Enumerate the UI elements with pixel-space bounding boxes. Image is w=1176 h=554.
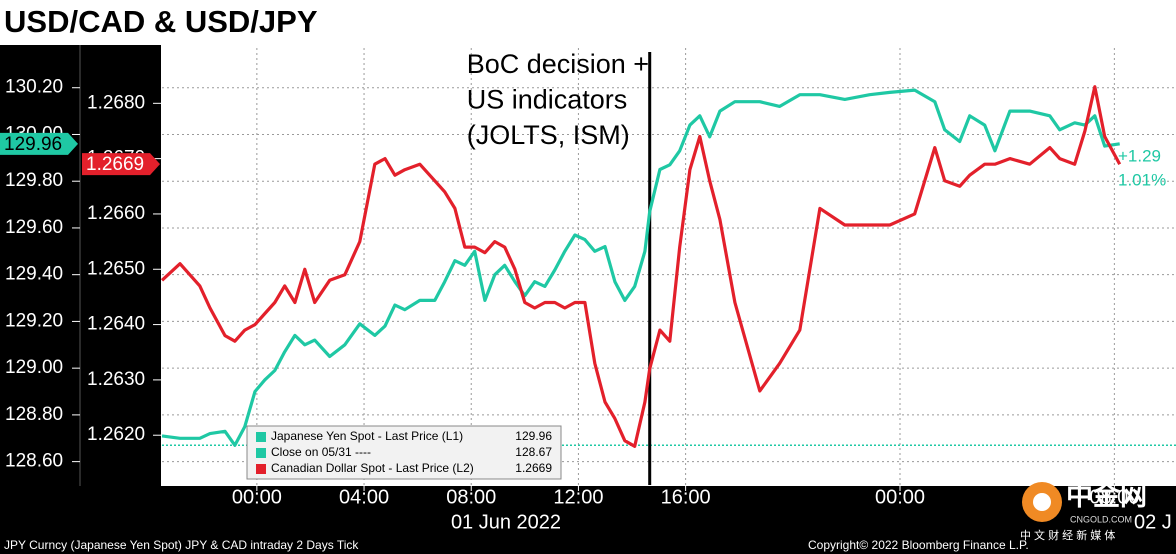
y2-tick-label: 1.2650 [87,258,145,279]
y2-tick-label: 1.2660 [87,203,145,224]
y2-tick-label: 1.2680 [87,92,145,113]
x-axis-panel [0,486,1176,554]
series-line [160,85,1122,448]
legend-value: 1.2669 [515,461,552,475]
legend-label: Japanese Yen Spot - Last Price (L1) [271,429,463,443]
annotation-text: US indicators [467,85,628,115]
legend-value: 128.67 [515,445,552,459]
y-tick-label: 130.20 [5,77,63,98]
y-tick-label: 129.80 [5,170,63,191]
value-box-label: 1.2669 [86,154,144,175]
legend-swatch [256,448,266,458]
x-tick-label: 16:00 [661,486,711,508]
footer-right: Copyright© 2022 Bloomberg Finance L.P. [808,538,1029,552]
y-tick-label: 129.40 [5,264,63,285]
x-tick-label: 00:00 [232,486,282,508]
y-tick-label: 129.20 [5,310,63,331]
y2-tick-label: 1.2630 [87,369,145,390]
watermark-slogan: 中 文 财 经 新 媒 体 [1020,528,1115,542]
date-label: 01 Jun 2022 [451,511,561,533]
legend-swatch [256,464,266,474]
date-label: 02 J [1134,511,1172,533]
y-tick-label: 128.80 [5,404,63,425]
legend-box [246,425,562,480]
x-tick-label: 00:00 [875,486,925,508]
annotation-text: (JOLTS, ISM) [467,120,630,150]
y-tick-label: 129.60 [5,217,63,238]
y2-tick-label: 1.2620 [87,424,145,445]
watermark-name: 中金网 [1066,480,1147,511]
overlay: 129.96 1.2669 +1.29 1.01% Japanese Yen Spot … [0,132,1166,542]
y-tick-label: 129.00 [5,357,63,378]
x-tick-label: 08:00 [1089,486,1139,508]
y2-tick-label: 1.2640 [87,314,145,335]
x-tick-label: 08:00 [446,486,496,508]
watermark: 中金网 CNGOLD.COM 中 文 财 经 新 媒 体 [1020,480,1147,542]
change-pct-label: 1.01% [1118,170,1166,189]
watermark-logo-inner [1033,493,1051,511]
value-box-label: 129.96 [4,134,62,155]
legend-label: Canadian Dollar Spot - Last Price (L2) [271,461,474,475]
legend-value: 129.96 [515,429,552,443]
watermark-site: CNGOLD.COM [1070,514,1132,524]
series-line [161,88,1120,447]
value-box [82,153,160,176]
value-box [0,132,78,155]
legend: Japanese Yen Spot - Last Price (L1) 129.9… [246,425,562,480]
legend-swatch [256,432,266,442]
change-label: +1.29 [1118,146,1161,165]
legend-label: Close on 05/31 ---- [271,445,371,459]
annotation-text: BoC decision + [467,49,649,79]
y-tick-label: 128.60 [5,451,63,472]
x-tick-label: 12:00 [553,486,603,508]
plot-area: 128.60 128.80 129.00 129.20 129.40 129.60 129.… [5,48,1176,533]
x-tick-label: 04:00 [339,486,389,508]
chart-title: USD/CAD & USD/JPY [4,4,318,39]
footer-left: JPY Curncy (Japanese Yen Spot) JPY & CAD… [4,538,359,552]
